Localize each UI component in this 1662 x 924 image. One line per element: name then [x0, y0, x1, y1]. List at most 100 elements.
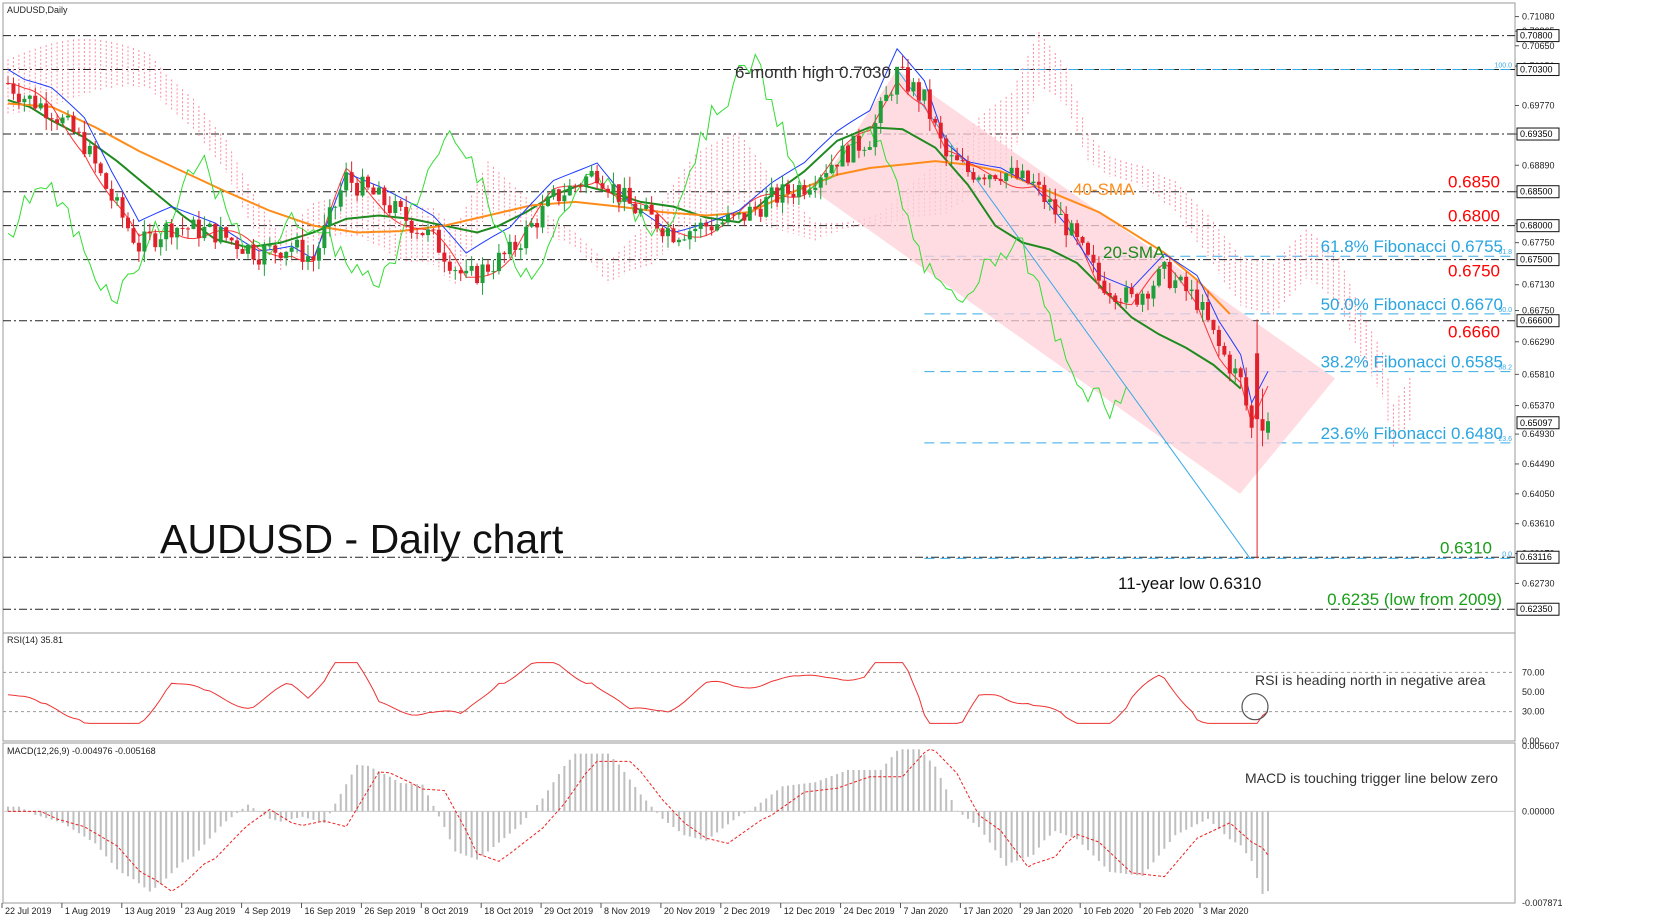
candle-body-207 [1135, 294, 1140, 305]
macd-tick-label-0: 0.005607 [1522, 741, 1560, 751]
price-tick-label-12: 0.66290 [1522, 337, 1555, 347]
candle-body-30 [169, 223, 174, 238]
time-tick-label-15: 7 Jan 2020 [904, 906, 949, 916]
candle-body-206 [1129, 287, 1134, 295]
candle-body-81 [447, 261, 452, 271]
candle-body-215 [1178, 276, 1183, 281]
time-tick-label-14: 24 Dec 2019 [844, 906, 895, 916]
candle-body-190 [1042, 184, 1047, 202]
candle-body-213 [1167, 261, 1172, 288]
price-box-1 [1516, 63, 1560, 77]
price-tick-label-10: 0.67130 [1522, 280, 1555, 290]
candle-body-94 [518, 248, 523, 250]
candle-body-156 [856, 135, 861, 151]
trend-channel-area [815, 69, 1335, 494]
candle-body-188 [1031, 181, 1036, 184]
candle-body-74 [409, 220, 414, 233]
price-tick-label-13: 0.65810 [1522, 369, 1555, 379]
candle-body-176 [966, 161, 970, 173]
kijun-line [7, 47, 1269, 405]
candle-body-163 [895, 66, 900, 95]
support-label-0: 0.6310 [1440, 538, 1492, 557]
candle-body-130 [715, 224, 720, 231]
time-tick-label-10: 8 Nov 2019 [604, 906, 650, 916]
candle-body-210 [1151, 285, 1156, 299]
macd-panel: 0.005607 0.00000 -0.007871 [3, 741, 1563, 908]
time-tick-label-13: 12 Dec 2019 [784, 906, 835, 916]
candle-body-174 [955, 155, 960, 161]
candle-body-205 [1124, 287, 1129, 303]
time-tick-label-17: 29 Jan 2020 [1023, 906, 1073, 916]
candle-body-38 [213, 223, 218, 243]
time-tick-label-1: 1 Aug 2019 [65, 906, 111, 916]
candle-body-219 [1200, 302, 1205, 310]
candle-body-179 [982, 177, 987, 180]
candle-body-147 [807, 190, 812, 195]
candle-body-128 [704, 222, 709, 227]
candle-body-119 [655, 214, 660, 229]
indicator-40-sma [7, 102, 1231, 315]
candle-body-73 [404, 206, 409, 221]
candle-body-108 [595, 170, 600, 184]
time-tick-label-16: 17 Jan 2020 [963, 906, 1013, 916]
candle-body-12 [71, 115, 76, 132]
candle-body-83 [458, 270, 463, 274]
candle-body-209 [1146, 293, 1150, 299]
time-tick-label-2: 13 Aug 2019 [125, 906, 176, 916]
candle-body-101 [556, 189, 561, 202]
candle-body-214 [1173, 280, 1178, 288]
resistance-label-1: 0.6800 [1448, 207, 1500, 226]
candle-body-82 [453, 270, 458, 272]
candle-body-114 [627, 187, 632, 204]
price-tick-label-0: 0.71080 [1522, 12, 1555, 22]
time-tick-label-5: 16 Sep 2019 [305, 906, 356, 916]
candle-body-99 [546, 196, 550, 207]
candle-body-87 [480, 264, 485, 284]
candle-body-14 [82, 132, 87, 155]
candle-body-50 [278, 252, 283, 259]
candle-body-32 [180, 227, 185, 229]
candle-body-0 [6, 83, 10, 85]
candle-body-48 [267, 245, 272, 247]
candle-body-17 [98, 163, 103, 174]
candle-body-200 [1096, 262, 1101, 281]
annotation-6-month-high: 6-month high 0.7030 [735, 63, 891, 82]
rsi-panel: 70.00 50.00 30.00 0.00 [3, 662, 1545, 746]
candle-body-6 [38, 103, 43, 109]
fib-label-3: 23.6% Fibonacci 0.6480 [1321, 424, 1503, 443]
candle-body-49 [273, 245, 278, 253]
candlesticks [6, 55, 1270, 559]
price-tick-label-16: 0.64490 [1522, 459, 1555, 469]
candle-body-229 [1255, 353, 1260, 420]
candle-body-63 [349, 172, 354, 183]
candle-body-175 [960, 160, 965, 162]
candle-body-227 [1244, 377, 1249, 406]
time-tick-label-3: 23 Aug 2019 [185, 906, 236, 916]
price-box-6 [1516, 314, 1560, 328]
macd-panel-frame [2, 742, 1516, 904]
price-box-3 [1516, 185, 1560, 199]
candle-body-173 [949, 155, 954, 157]
candle-body-118 [649, 204, 654, 215]
candle-body-199 [1091, 254, 1096, 263]
candle-body-56 [311, 256, 316, 261]
candle-body-208 [1140, 293, 1145, 305]
candle-body-148 [813, 187, 818, 191]
time-tick-label-19: 20 Feb 2020 [1143, 906, 1194, 916]
candle-body-24 [136, 242, 141, 252]
resistance-label-3: 0.6660 [1448, 323, 1500, 342]
rsi-tick-label-1: 50.00 [1522, 687, 1545, 697]
candle-body-139 [764, 197, 769, 217]
candle-body-125 [687, 231, 692, 240]
candle-body-57 [316, 248, 321, 261]
candle-body-126 [693, 228, 698, 232]
candle-body-178 [976, 177, 981, 180]
candle-body-185 [1015, 167, 1020, 179]
candle-body-77 [426, 229, 430, 236]
support-label-1: 0.6235 (low from 2009) [1327, 590, 1502, 609]
fib-small-label-2: 38.2 [1498, 365, 1512, 372]
candle-body-153 [840, 145, 845, 167]
rsi-tick-label-2: 30.00 [1522, 707, 1545, 717]
candle-body-129 [709, 226, 714, 231]
candle-body-171 [938, 122, 943, 139]
